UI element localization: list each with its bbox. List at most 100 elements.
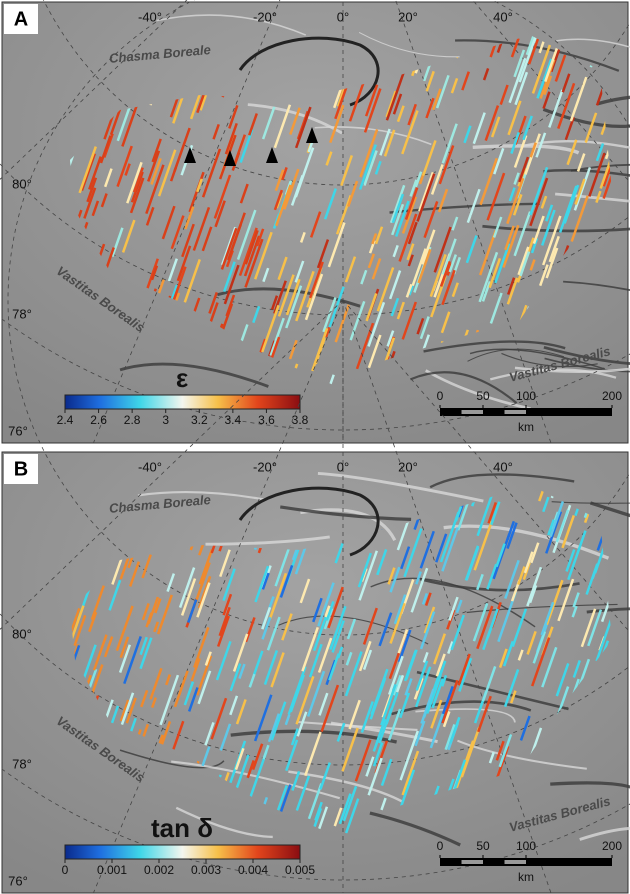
radar-track	[99, 135, 112, 164]
radar-track	[417, 248, 432, 284]
radar-track	[193, 627, 210, 668]
radar-track	[401, 301, 418, 340]
map-panel: A -40° -20° 0° 20° 40°80°78°76°Chasma Boreale…	[0, 0, 630, 444]
colorbar-title: ε	[176, 363, 188, 393]
radar-track	[153, 621, 159, 633]
latitude-label: 78°	[12, 306, 32, 321]
radar-track	[223, 264, 240, 305]
radar-track	[247, 751, 268, 802]
radar-track	[531, 44, 552, 94]
radar-track	[344, 798, 360, 834]
latitude-label: 80°	[12, 626, 32, 641]
longitude-label: 0°	[337, 459, 349, 474]
radar-track	[545, 247, 559, 279]
panel-label: B	[14, 458, 28, 480]
radar-track	[111, 227, 124, 257]
radar-track	[291, 770, 301, 791]
relief-scarp	[119, 749, 225, 769]
radar-track	[395, 674, 405, 693]
radar-track	[374, 226, 384, 245]
relief-scarp	[514, 366, 630, 373]
radar-track	[139, 637, 153, 670]
radar-track	[519, 251, 531, 277]
radar-track	[212, 123, 220, 140]
relief-scarp	[597, 95, 630, 106]
scale-tick-label: 200	[602, 839, 622, 853]
radar-track	[557, 82, 576, 130]
radar-track	[419, 611, 436, 650]
scale-tick-label: 200	[602, 389, 622, 403]
radar-track	[116, 145, 133, 187]
radar-track	[481, 666, 497, 702]
radar-track	[442, 711, 451, 728]
radar-track	[239, 183, 249, 204]
radar-track	[409, 179, 418, 197]
radar-track	[413, 677, 424, 700]
radar-track	[372, 718, 387, 752]
radar-track	[554, 54, 567, 82]
radar-track	[325, 601, 335, 621]
radar-track	[506, 177, 525, 225]
radar-track	[129, 561, 141, 587]
radar-track	[288, 339, 298, 360]
radar-track	[376, 267, 395, 312]
radar-track	[261, 616, 272, 640]
relief-scarp	[579, 826, 630, 841]
radar-track	[238, 227, 258, 277]
radar-track	[204, 651, 212, 666]
radar-track	[494, 243, 511, 284]
radar-track	[304, 731, 322, 777]
radar-track	[254, 565, 270, 603]
radar-track	[367, 253, 376, 269]
radar-track	[218, 606, 231, 637]
colorbar-tick-label: 2.4	[57, 413, 74, 427]
radar-track	[422, 140, 437, 177]
relief-scarp	[556, 38, 630, 48]
radar-track	[509, 690, 517, 704]
radar-track	[510, 131, 520, 154]
radar-track	[522, 115, 533, 141]
radar-track	[331, 620, 345, 653]
radar-track	[215, 640, 232, 681]
radar-track	[508, 187, 516, 202]
radar-track	[460, 726, 481, 778]
radar-track	[216, 615, 230, 647]
radar-track	[401, 196, 418, 234]
radar-track	[542, 496, 550, 513]
colorbar-title: tan δ	[151, 813, 213, 843]
radar-track	[130, 171, 144, 203]
relief-scarp	[317, 472, 484, 503]
scale-tick-label: 0	[437, 839, 444, 853]
relief-scarp	[410, 371, 518, 404]
radar-track	[147, 150, 161, 182]
scale-bar-segment	[461, 410, 483, 414]
radar-track	[490, 501, 501, 526]
radar-track	[193, 562, 211, 606]
radar-track	[173, 670, 189, 708]
colorbar-tick-label: 0.004	[238, 863, 268, 877]
radar-track	[306, 670, 326, 717]
radar-track	[345, 651, 353, 666]
radar-track	[388, 270, 402, 300]
radar-track	[495, 740, 505, 761]
radar-track	[229, 663, 242, 692]
longitude-line	[395, 0, 552, 444]
radar-track	[511, 608, 528, 647]
radar-track	[431, 678, 444, 709]
radar-track	[333, 807, 343, 827]
radar-track	[599, 158, 612, 189]
radar-track	[294, 260, 305, 283]
radar-track	[329, 104, 345, 144]
radar-track	[170, 215, 185, 250]
radar-track	[289, 107, 301, 135]
radar-track	[441, 123, 458, 164]
relief-scarp	[544, 357, 630, 373]
radar-track	[201, 148, 222, 198]
radar-track	[70, 605, 85, 656]
radar-track	[255, 228, 265, 247]
radar-track	[243, 235, 261, 277]
radar-track	[312, 597, 323, 623]
radar-track	[376, 548, 388, 576]
radar-track	[208, 291, 218, 314]
radar-track	[566, 139, 578, 166]
